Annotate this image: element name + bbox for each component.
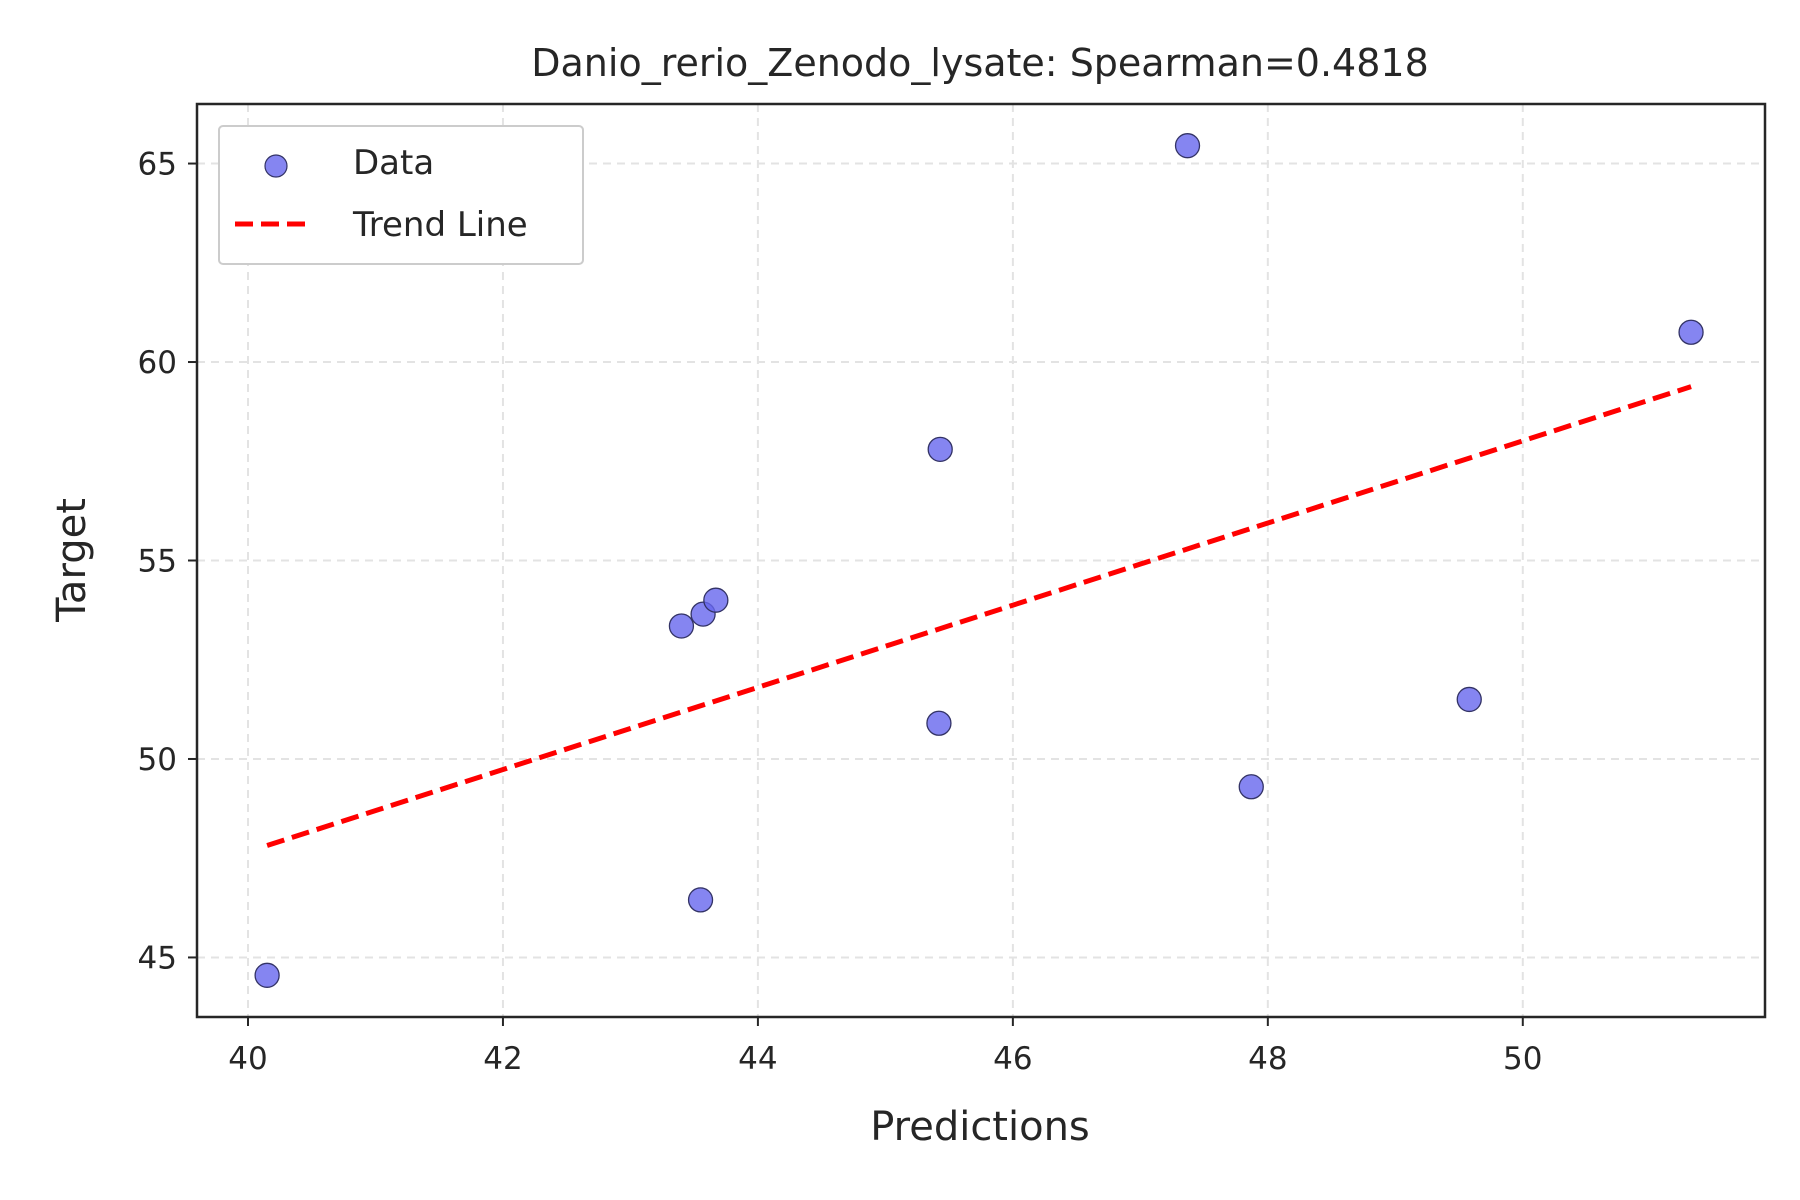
x-tick-label: 48 bbox=[1248, 1041, 1287, 1077]
grid bbox=[197, 104, 1765, 1017]
x-tick-label: 42 bbox=[483, 1041, 522, 1077]
x-tick-label: 40 bbox=[228, 1041, 267, 1077]
data-point bbox=[1174, 133, 1201, 159]
data-point bbox=[926, 710, 952, 736]
y-tick-label: 55 bbox=[138, 544, 177, 580]
y-tick-label: 45 bbox=[138, 940, 177, 976]
legend-data-label: Data bbox=[353, 143, 434, 183]
y-tick-label: 60 bbox=[138, 345, 177, 381]
data-point bbox=[703, 587, 729, 613]
data-point bbox=[1238, 774, 1264, 800]
legend-box bbox=[218, 125, 584, 265]
legend-trend-label: Trend Line bbox=[352, 205, 528, 245]
data-point bbox=[687, 887, 714, 913]
data-point bbox=[668, 613, 695, 639]
x-tick-label: 50 bbox=[1503, 1041, 1542, 1077]
y-tick-label: 50 bbox=[138, 742, 177, 778]
data-points-layer bbox=[254, 133, 1704, 988]
x-axis-label: Predictions bbox=[870, 1104, 1090, 1150]
data-point bbox=[1456, 686, 1482, 713]
y-axis-ticks: 45 50 55 60 65 bbox=[138, 147, 197, 976]
x-tick-label: 46 bbox=[993, 1041, 1032, 1077]
trend-line-layer bbox=[266, 384, 1692, 848]
legend: Data Trend Line bbox=[218, 125, 584, 265]
trend-line bbox=[266, 384, 1692, 848]
chart-title: Danio_rerio_Zenodo_lysate: Spearman=0.48… bbox=[531, 41, 1429, 85]
data-point bbox=[927, 436, 953, 463]
x-tick-label: 44 bbox=[738, 1041, 777, 1077]
legend-data-marker bbox=[264, 154, 288, 178]
data-point bbox=[1678, 319, 1704, 345]
x-axis-ticks: 40 42 44 46 48 50 bbox=[228, 1017, 1543, 1077]
data-point bbox=[254, 962, 280, 988]
y-axis-label: Target bbox=[49, 498, 95, 623]
y-tick-label: 65 bbox=[138, 147, 177, 183]
